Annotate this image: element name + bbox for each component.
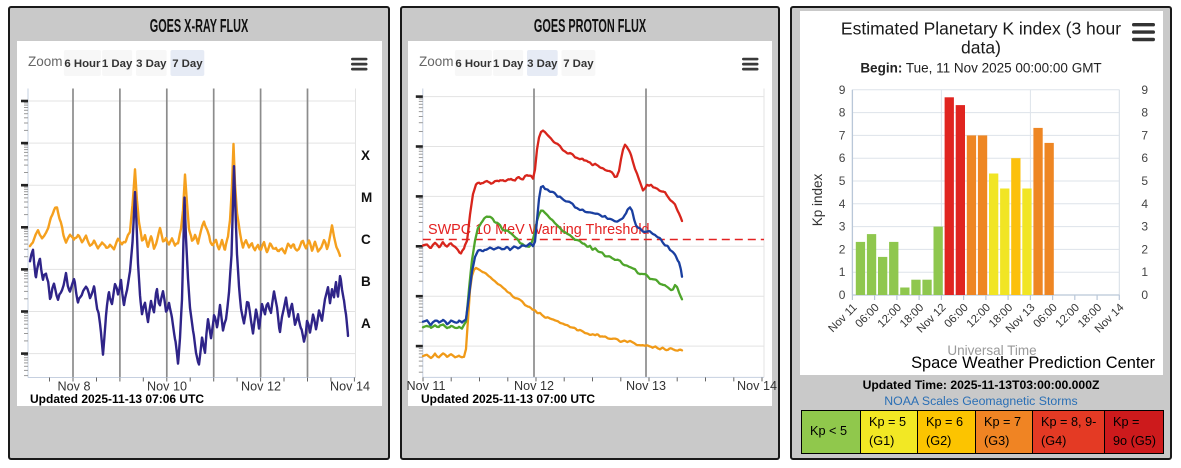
- svg-text:06:00: 06:00: [853, 302, 881, 330]
- svg-text:Nov 13: Nov 13: [626, 379, 666, 393]
- svg-text:7 Day: 7 Day: [172, 58, 203, 70]
- svg-text:Updated 2025-11-13 07:06 UTC: Updated 2025-11-13 07:06 UTC: [30, 392, 204, 406]
- svg-text:M: M: [361, 190, 372, 205]
- svg-text:Space Weather Prediction Cente: Space Weather Prediction Center: [911, 354, 1155, 372]
- svg-text:06:00: 06:00: [1031, 302, 1059, 330]
- svg-text:6 Hour: 6 Hour: [455, 58, 492, 70]
- svg-text:6 Hour: 6 Hour: [64, 58, 101, 70]
- svg-text:Nov 12: Nov 12: [241, 379, 281, 393]
- svg-text:7: 7: [839, 128, 846, 142]
- svg-text:7 Day: 7 Day: [563, 58, 594, 70]
- svg-text:9: 9: [1141, 83, 1148, 97]
- svg-text:5: 5: [839, 174, 846, 188]
- svg-text:Nov 12: Nov 12: [514, 379, 554, 393]
- svg-text:3 Day: 3 Day: [527, 58, 558, 70]
- svg-text:4: 4: [839, 197, 846, 211]
- svg-text:B: B: [361, 274, 371, 289]
- svg-text:0: 0: [839, 288, 846, 302]
- svg-text:0: 0: [1141, 288, 1148, 302]
- svg-text:X: X: [361, 148, 370, 163]
- svg-text:Updated 2025-11-13 07:00 UTC: Updated 2025-11-13 07:00 UTC: [421, 392, 595, 406]
- svg-text:Universal Time: Universal Time: [947, 343, 1036, 358]
- svg-text:7: 7: [1141, 128, 1148, 142]
- svg-text:06:00: 06:00: [942, 302, 970, 330]
- svg-text:8: 8: [1141, 106, 1148, 120]
- svg-text:C: C: [361, 232, 371, 247]
- svg-text:Nov 14: Nov 14: [737, 379, 777, 393]
- svg-text:12:00: 12:00: [876, 302, 904, 330]
- svg-text:2: 2: [1141, 242, 1148, 256]
- svg-text:3: 3: [839, 220, 846, 234]
- svg-text:1: 1: [839, 265, 846, 279]
- svg-text:6: 6: [839, 151, 846, 165]
- svg-text:1: 1: [1141, 265, 1148, 279]
- svg-text:Nov 11: Nov 11: [407, 379, 446, 393]
- svg-text:3: 3: [1141, 220, 1148, 234]
- svg-text:data): data): [961, 38, 1001, 58]
- svg-text:1 Day: 1 Day: [102, 58, 133, 70]
- svg-text:12:00: 12:00: [1054, 302, 1082, 330]
- svg-text:6: 6: [1141, 151, 1148, 165]
- svg-text:Zoom: Zoom: [419, 54, 454, 69]
- svg-text:Nov 11: Nov 11: [826, 302, 859, 335]
- svg-text:3 Day: 3 Day: [136, 58, 167, 70]
- svg-text:5: 5: [1141, 174, 1148, 188]
- svg-text:Begin: Tue, 11 Nov 2025 00:00:: Begin: Tue, 11 Nov 2025 00:00:00 GMT: [860, 61, 1101, 76]
- svg-text:Zoom: Zoom: [28, 54, 63, 69]
- svg-text:1 Day: 1 Day: [493, 58, 524, 70]
- svg-text:Estimated Planetary K index (3: Estimated Planetary K index (3 hour: [841, 19, 1121, 39]
- svg-text:9: 9: [839, 83, 846, 97]
- svg-text:8: 8: [839, 106, 846, 120]
- svg-text:4: 4: [1141, 197, 1148, 211]
- svg-text:Nov 8: Nov 8: [58, 379, 91, 393]
- svg-text:12:00: 12:00: [965, 302, 993, 330]
- svg-text:A: A: [361, 316, 371, 331]
- svg-text:2: 2: [839, 242, 846, 256]
- svg-text:Kp index: Kp index: [810, 173, 825, 226]
- svg-text:Nov 10: Nov 10: [147, 379, 187, 393]
- svg-text:Nov 14: Nov 14: [330, 379, 370, 393]
- svg-text:SWPC 10 MeV Warning Threshold: SWPC 10 MeV Warning Threshold: [428, 222, 650, 238]
